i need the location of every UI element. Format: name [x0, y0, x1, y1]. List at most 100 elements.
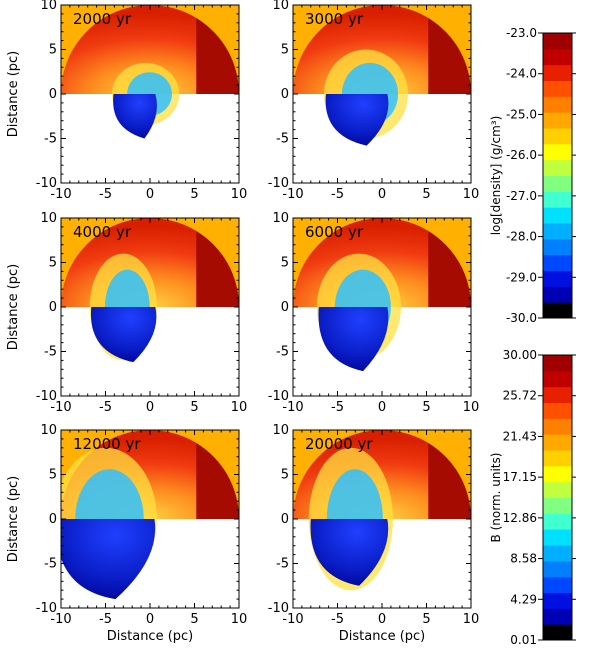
colorbar-tick-label: 12.86: [503, 511, 537, 525]
x-tick-label: -10: [282, 400, 303, 415]
x-tick-label: 10: [463, 400, 480, 415]
colorbar-swatch: [543, 128, 572, 145]
colorbar-swatch: [543, 80, 572, 97]
colorbars-group: -23.0 -24.0 -25.0 -26.0 -27.0 -28.0 -29.0 -30.0…: [489, 26, 576, 647]
time-label: 4000 yr: [73, 223, 132, 241]
x-tick-label: -10: [50, 400, 71, 415]
x-tick-label: -5: [331, 187, 344, 202]
dense-region: [428, 230, 471, 307]
y-tick-label: -5: [44, 557, 57, 572]
y-tick-label: 0: [281, 512, 289, 527]
y-tick-label: -10: [36, 601, 57, 616]
colorbar-swatch: [543, 355, 572, 372]
colorbar-tick-label: 0.01: [510, 633, 537, 647]
y-tick-label: -5: [276, 345, 289, 360]
y-tick-label: 0: [281, 87, 289, 102]
y-tick-label: -10: [268, 176, 289, 191]
colorbar-tick-label: 8.58: [510, 552, 537, 566]
x-tick-label: 0: [146, 400, 154, 415]
colorbar-swatch: [543, 286, 572, 303]
colorbar-frame: [542, 354, 573, 641]
x-tick-label: 5: [422, 612, 430, 627]
y-tick-label: -10: [268, 601, 289, 616]
x-tick-label: 5: [190, 187, 198, 202]
colorbar-tick-label: -28.0: [506, 230, 537, 244]
y-tick-label: 10: [272, 211, 289, 226]
x-tick-label: -5: [331, 400, 344, 415]
colorbar-swatch: [543, 254, 572, 271]
ambient-medium: [61, 5, 239, 94]
colorbar-swatch: [543, 608, 572, 625]
colorbar-swatch: [543, 434, 572, 451]
x-tick-label: 10: [231, 187, 248, 202]
y-tick-label: 5: [281, 468, 289, 483]
colorbar-swatch: [543, 175, 572, 192]
y-tick-label: 10: [40, 423, 57, 438]
colorbar-swatch: [543, 624, 572, 641]
x-tick-label: 0: [378, 400, 386, 415]
y-axis-title: Distance (pc): [6, 264, 21, 351]
dense-region: [196, 230, 239, 307]
time-label: 12000 yr: [73, 435, 141, 453]
x-tick-label: -5: [331, 612, 344, 627]
x-tick-label: 0: [378, 187, 386, 202]
colorbar-tick-label: 25.72: [503, 389, 537, 403]
x-tick-label: -5: [99, 400, 112, 415]
y-axis-title: Distance (pc): [6, 476, 21, 563]
colorbar-swatch: [543, 386, 572, 403]
colorbar-swatch: [543, 402, 572, 419]
y-tick-label: 5: [49, 256, 57, 271]
colorbar-tick-label: -23.0: [506, 26, 537, 40]
x-tick-label: 0: [146, 612, 154, 627]
colorbar-swatch: [543, 191, 572, 208]
time-label: 20000 yr: [305, 435, 373, 453]
colorbar-tick-label: -27.0: [506, 189, 537, 203]
colorbar-swatch: [543, 143, 572, 161]
x-tick-label: 5: [422, 400, 430, 415]
y-tick-label: 10: [272, 423, 289, 438]
colorbar-swatch: [543, 302, 572, 319]
time-label: 3000 yr: [305, 10, 364, 28]
panel-20000-yr: -10 -5 0 5 10 -10 -5 0 5 10 20000 yr Distance (pc): [268, 423, 480, 644]
colorbar-swatch: [543, 207, 572, 224]
colorbar-swatch: [543, 370, 572, 388]
cavity: [113, 94, 157, 139]
x-tick-label: -10: [50, 612, 71, 627]
x-tick-label: 5: [422, 187, 430, 202]
y-tick-label: 10: [272, 0, 289, 13]
x-tick-label: -10: [282, 612, 303, 627]
cavity: [318, 307, 389, 372]
colorbar-swatch: [543, 223, 572, 240]
colorbar-tick-label: -30.0: [506, 311, 537, 325]
colorbar-tick-label: 30.00: [503, 348, 537, 362]
colorbar-tick-label: -26.0: [506, 148, 537, 162]
panel-4000-yr: -10 -5 0 5 10 -10 -5 0 5 10 4000 yr Distance (pc): [6, 211, 247, 415]
colorbar-swatch: [543, 450, 572, 467]
y-tick-label: -5: [44, 132, 57, 147]
y-tick-label: -5: [44, 345, 57, 360]
y-tick-label: -10: [36, 389, 57, 404]
panel-12000-yr: -10 -5 0 5 10 -10 -5 0 5 10 12000 yr Distance (pc) D…: [6, 423, 247, 644]
colorbar-swatch: [543, 592, 572, 609]
colorbar-swatch: [543, 48, 572, 66]
colorbar-swatch: [543, 481, 572, 498]
y-tick-label: 10: [40, 211, 57, 226]
colorbar-title: log[density] (g/cm³): [489, 116, 503, 236]
time-label: 6000 yr: [305, 223, 364, 241]
y-tick-label: 5: [281, 43, 289, 58]
x-tick-label: -10: [50, 187, 71, 202]
x-tick-label: 10: [231, 612, 248, 627]
colorbar-density: -23.0 -24.0 -25.0 -26.0 -27.0 -28.0 -29.0 -30.0…: [489, 26, 576, 325]
colorbar-swatch: [543, 238, 572, 256]
colorbar-swatch: [543, 513, 572, 530]
y-axis-title: Distance (pc): [6, 51, 21, 138]
y-tick-label: 10: [40, 0, 57, 13]
x-tick-label: 5: [190, 400, 198, 415]
cavity: [61, 519, 156, 600]
colorbar-swatch: [543, 64, 572, 81]
colorbar-tick-label: -25.0: [506, 107, 537, 121]
time-label: 2000 yr: [73, 10, 132, 28]
colorbar-swatch: [543, 560, 572, 578]
colorbar-tick-label: -24.0: [506, 67, 537, 81]
